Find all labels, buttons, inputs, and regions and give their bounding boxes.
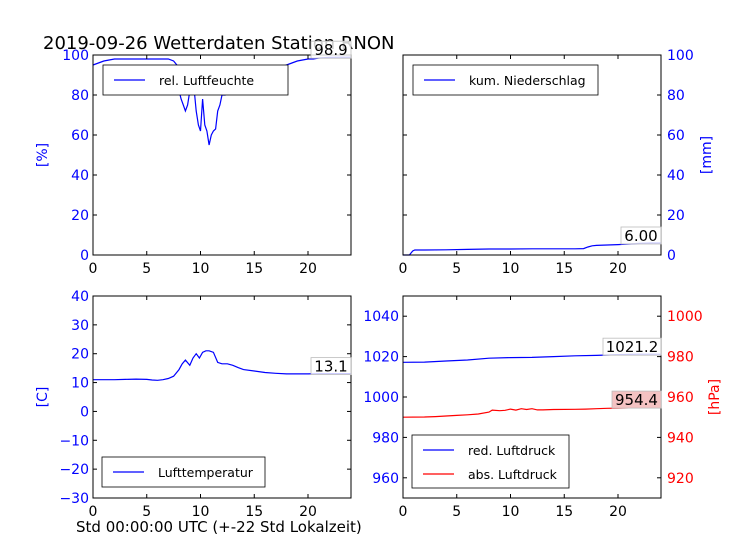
end-value-label: 98.9 xyxy=(314,41,347,59)
x-tick-label: 20 xyxy=(609,261,627,277)
y-tick-label: 960 xyxy=(372,471,399,487)
x-tick-label: 10 xyxy=(192,504,210,520)
legend-entry: Lufttemperatur xyxy=(158,465,254,480)
y-tick-label: 20 xyxy=(71,347,89,363)
legend-entry: kum. Niederschlag xyxy=(469,73,586,88)
y-axis-label: [%] xyxy=(35,143,51,167)
y-tick-label: 20 xyxy=(71,208,89,224)
end-value-box xyxy=(310,40,352,59)
x-tick-label: 15 xyxy=(555,504,573,520)
y-tick-label: −20 xyxy=(59,462,89,478)
y2-tick-label: 940 xyxy=(667,430,694,446)
y-tick-label: −30 xyxy=(59,491,89,507)
y-tick-label: 0 xyxy=(80,404,89,420)
y-tick-label: 80 xyxy=(71,88,89,104)
legend: red. Luftdruck abs. Luftdruck xyxy=(411,434,570,489)
x-tick-label: 5 xyxy=(142,261,151,277)
end-value-label: 6.00 xyxy=(624,227,657,245)
x-tick-label: 0 xyxy=(89,504,98,520)
y2-tick-label: 60 xyxy=(667,128,685,144)
y-tick-label: −10 xyxy=(59,433,89,449)
legend: rel. Luftfeuchte xyxy=(102,64,289,96)
end-value-box xyxy=(611,390,662,409)
y2-tick-label: 100 xyxy=(667,48,694,64)
x-tick-label: 0 xyxy=(399,504,408,520)
x-tick-label: 15 xyxy=(245,261,263,277)
y-tick-label: 1000 xyxy=(363,390,399,406)
x-tick-label: 5 xyxy=(452,261,461,277)
legend-entry: rel. Luftfeuchte xyxy=(159,73,254,88)
x-tick-label: 0 xyxy=(89,261,98,277)
y-axis-label: [mm] xyxy=(699,136,715,174)
x-tick-label: 15 xyxy=(555,261,573,277)
x-tick-label: 10 xyxy=(502,504,520,520)
axes-frame xyxy=(92,54,352,256)
series-line-kum-niederschlag xyxy=(403,242,661,256)
end-value-label: 13.1 xyxy=(314,358,347,376)
chart-panel-bottom-left: 0 5 10 15 20 −30 −20 −10 0 10 20 30 40 [C] 13.1 Lufttem… xyxy=(35,289,352,520)
y2-tick-label: 0 xyxy=(667,248,676,264)
chart-panel-top-left: 0 5 10 15 20 0 20 40 60 80 100 [%] 98.9 rel. Luftfeuc… xyxy=(35,40,352,277)
end-value-label: 954.4 xyxy=(615,391,658,409)
y2-tick-label: 80 xyxy=(667,88,685,104)
end-value-box xyxy=(620,226,662,245)
y-tick-label: 10 xyxy=(71,376,89,392)
y-tick-label: 1020 xyxy=(363,350,399,366)
chart-panel-top-right: 0 5 10 15 20 0 20 40 60 80 100 [mm] 6.00 kum. Nieders… xyxy=(399,48,715,277)
y-tick-label: 0 xyxy=(80,248,89,264)
axes-frame xyxy=(402,54,662,256)
x-tick-label: 10 xyxy=(192,261,210,277)
y-tick-label: 40 xyxy=(71,168,89,184)
y2-tick-label: 20 xyxy=(667,208,685,224)
x-axis-label: Std 00:00:00 UTC (+-22 Std Lokalzeit) xyxy=(76,518,362,536)
y2-tick-label: 960 xyxy=(667,390,694,406)
y-tick-label: 60 xyxy=(71,128,89,144)
series-line-abs-luftdruck xyxy=(402,406,662,418)
figure-title: 2019-09-26 Wetterdaten Station RNON xyxy=(43,33,394,54)
legend-entry: red. Luftdruck xyxy=(468,443,556,458)
legend: Lufttemperatur xyxy=(101,456,266,488)
x-tick-label: 20 xyxy=(299,261,317,277)
x-tick-label: 5 xyxy=(142,504,151,520)
legend-entry: abs. Luftdruck xyxy=(468,467,558,482)
x-tick-label: 20 xyxy=(609,504,627,520)
y-tick-label: 40 xyxy=(71,289,89,305)
end-value-box xyxy=(310,357,352,376)
end-value-box xyxy=(602,337,662,356)
x-tick-label: 10 xyxy=(502,261,520,277)
x-tick-label: 0 xyxy=(399,261,408,277)
legend-box xyxy=(411,434,570,489)
y2-tick-label: 1000 xyxy=(667,309,703,325)
y2-tick-label: 920 xyxy=(667,471,694,487)
y-tick-label: 1040 xyxy=(363,309,399,325)
y2-tick-label: 980 xyxy=(667,350,694,366)
series-line-lufttemperatur xyxy=(93,350,351,381)
y2-tick-label: 40 xyxy=(667,168,685,184)
y-tick-label: 100 xyxy=(62,48,89,64)
x-tick-label: 5 xyxy=(452,504,461,520)
chart-panel-bottom-right: 0 5 10 15 20 960 980 1000 1020 1040 920 940 960 980 10… xyxy=(363,295,723,520)
y-tick-label: 30 xyxy=(71,318,89,334)
x-tick-label: 15 xyxy=(245,504,263,520)
end-value-label: 1021.2 xyxy=(606,338,659,356)
legend: kum. Niederschlag xyxy=(412,64,599,96)
x-tick-label: 20 xyxy=(299,504,317,520)
y-tick-label: 980 xyxy=(372,430,399,446)
axes-frame xyxy=(92,295,352,499)
y-axis-label: [C] xyxy=(35,387,51,408)
y-axis-label: [hPa] xyxy=(707,379,723,415)
